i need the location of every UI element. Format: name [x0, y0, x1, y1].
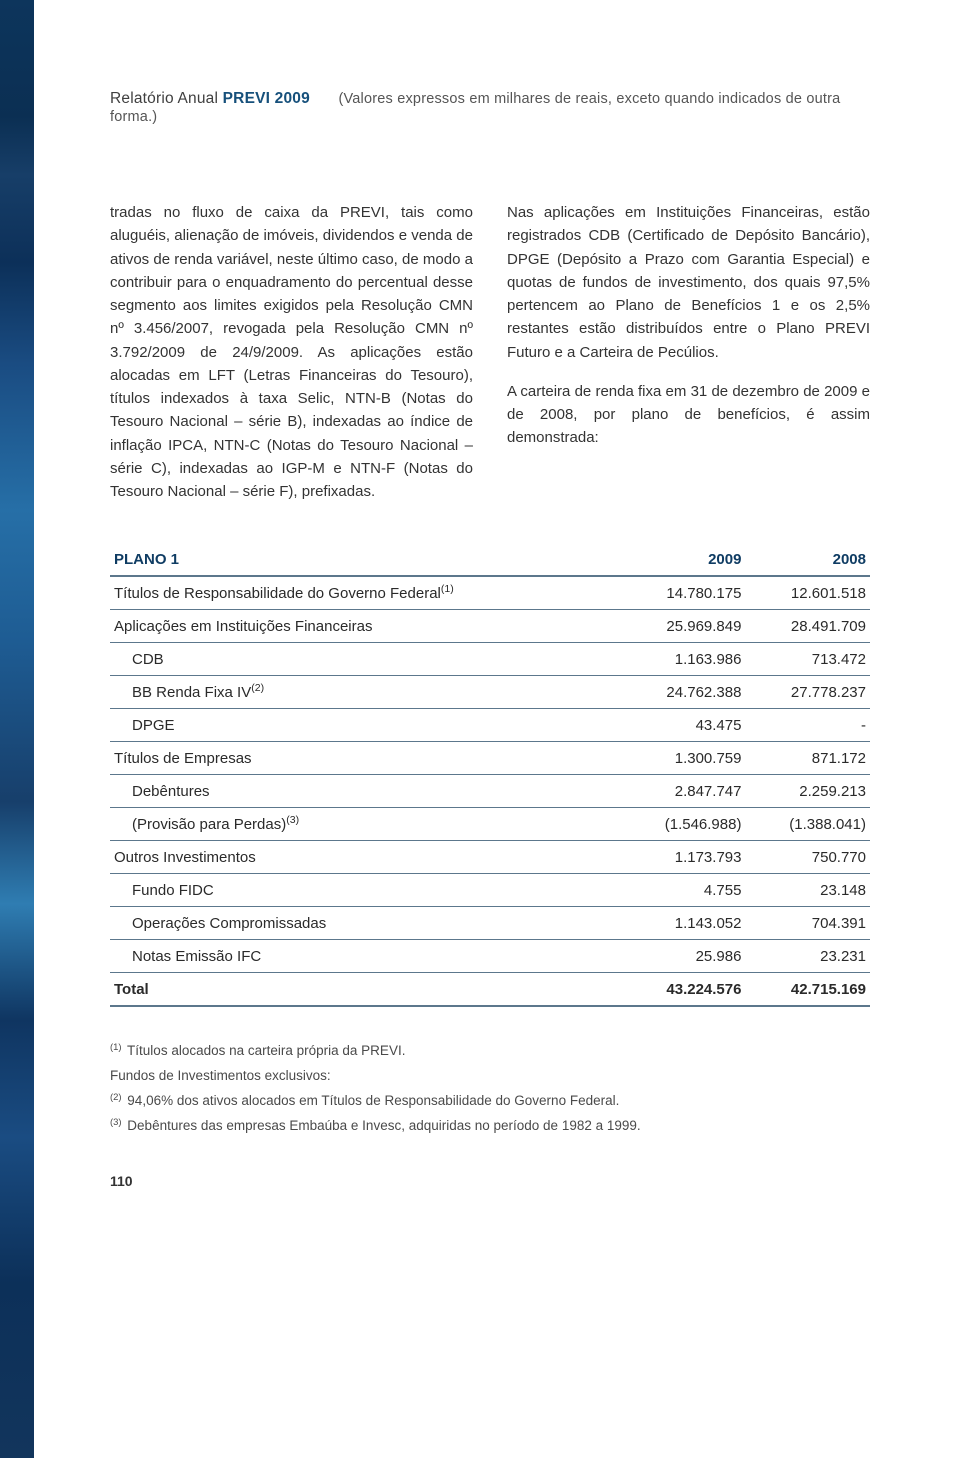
row-value-2008: 28.491.709	[745, 610, 870, 643]
row-value-2008: 23.231	[745, 940, 870, 973]
table-row: Operações Compromissadas1.143.052704.391	[110, 907, 870, 940]
footnote-2: (2) 94,06% dos ativos alocados em Título…	[110, 1089, 870, 1114]
row-value-2008: (1.388.041)	[745, 808, 870, 841]
footnotes: (1) Títulos alocados na carteira própria…	[110, 1039, 870, 1139]
row-value-2009: 1.300.759	[621, 742, 746, 775]
row-value-2008: 23.148	[745, 874, 870, 907]
row-label-sup: (3)	[286, 814, 299, 826]
row-label: Total	[110, 973, 621, 1007]
table-row: Fundo FIDC4.75523.148	[110, 874, 870, 907]
col-header-2008: 2008	[745, 543, 870, 576]
document-page: Relatório Anual PREVI 2009 (Valores expr…	[0, 0, 960, 1458]
row-label: DPGE	[110, 709, 621, 742]
table-row: Aplicações em Instituições Financeiras25…	[110, 610, 870, 643]
row-value-2009: 1.143.052	[621, 907, 746, 940]
paragraph-2: Nas aplicações em Instituições Financeir…	[507, 201, 870, 364]
row-label: Aplicações em Instituições Financeiras	[110, 610, 621, 643]
row-value-2008: 27.778.237	[745, 676, 870, 709]
table-row: DPGE43.475-	[110, 709, 870, 742]
row-label: Outros Investimentos	[110, 841, 621, 874]
table-row: Outros Investimentos1.173.793750.770	[110, 841, 870, 874]
row-label: (Provisão para Perdas)(3)	[110, 808, 621, 841]
row-value-2009: 2.847.747	[621, 775, 746, 808]
row-label-sup: (1)	[441, 583, 454, 595]
row-value-2009: 43.475	[621, 709, 746, 742]
row-value-2008: 871.172	[745, 742, 870, 775]
table-row: BB Renda Fixa IV(2)24.762.38827.778.237	[110, 676, 870, 709]
row-value-2009: 25.969.849	[621, 610, 746, 643]
footnote-sub: Fundos de Investimentos exclusivos:	[110, 1064, 870, 1089]
table-row: (Provisão para Perdas)(3)(1.546.988)(1.3…	[110, 808, 870, 841]
footnote-3-text: Debêntures das empresas Embaúba e Invesc…	[124, 1118, 641, 1133]
footnote-1: (1) Títulos alocados na carteira própria…	[110, 1039, 870, 1064]
table-row: Notas Emissão IFC25.98623.231	[110, 940, 870, 973]
row-label: Fundo FIDC	[110, 874, 621, 907]
row-label: CDB	[110, 643, 621, 676]
row-label: Debêntures	[110, 775, 621, 808]
row-value-2009: (1.546.988)	[621, 808, 746, 841]
paragraph-3: A carteira de renda fixa em 31 de dezemb…	[507, 380, 870, 450]
running-header: Relatório Anual PREVI 2009 (Valores expr…	[110, 90, 870, 126]
table-row: Debêntures2.847.7472.259.213	[110, 775, 870, 808]
side-decoration-stripe	[0, 0, 34, 1458]
body-text: tradas no fluxo de caixa da PREVI, tais …	[110, 201, 870, 503]
row-value-2008: 2.259.213	[745, 775, 870, 808]
row-value-2008: 12.601.518	[745, 576, 870, 610]
row-value-2008: -	[745, 709, 870, 742]
row-value-2008: 704.391	[745, 907, 870, 940]
col-header-plano: PLANO 1	[110, 543, 621, 576]
footnote-3-sup: (3)	[110, 1117, 124, 1128]
row-value-2009: 4.755	[621, 874, 746, 907]
row-label: BB Renda Fixa IV(2)	[110, 676, 621, 709]
row-label-sup: (2)	[251, 682, 264, 694]
footnote-3: (3) Debêntures das empresas Embaúba e In…	[110, 1114, 870, 1139]
row-value-2009: 43.224.576	[621, 973, 746, 1007]
row-value-2009: 14.780.175	[621, 576, 746, 610]
row-value-2009: 1.163.986	[621, 643, 746, 676]
row-value-2009: 25.986	[621, 940, 746, 973]
page-number: 110	[110, 1173, 870, 1189]
footnote-2-text: 94,06% dos ativos alocados em Títulos de…	[124, 1093, 620, 1108]
row-label: Títulos de Empresas	[110, 742, 621, 775]
row-value-2008: 713.472	[745, 643, 870, 676]
row-value-2009: 1.173.793	[621, 841, 746, 874]
table-row: Títulos de Empresas1.300.759871.172	[110, 742, 870, 775]
row-label: Títulos de Responsabilidade do Governo F…	[110, 576, 621, 610]
row-label: Operações Compromissadas	[110, 907, 621, 940]
paragraph-1: tradas no fluxo de caixa da PREVI, tais …	[110, 201, 473, 503]
table-header-row: PLANO 1 2009 2008	[110, 543, 870, 576]
table-row: Total43.224.57642.715.169	[110, 973, 870, 1007]
table-row: Títulos de Responsabilidade do Governo F…	[110, 576, 870, 610]
row-value-2009: 24.762.388	[621, 676, 746, 709]
row-value-2008: 42.715.169	[745, 973, 870, 1007]
header-brand: PREVI 2009	[223, 90, 310, 107]
table-row: CDB1.163.986713.472	[110, 643, 870, 676]
row-label: Notas Emissão IFC	[110, 940, 621, 973]
footnote-1-text: Títulos alocados na carteira própria da …	[124, 1043, 406, 1058]
col-header-2009: 2009	[621, 543, 746, 576]
row-value-2008: 750.770	[745, 841, 870, 874]
header-prefix: Relatório Anual	[110, 90, 223, 107]
footnote-1-sup: (1)	[110, 1042, 124, 1053]
plano1-table: PLANO 1 2009 2008 Títulos de Responsabil…	[110, 543, 870, 1007]
footnote-2-sup: (2)	[110, 1092, 124, 1103]
